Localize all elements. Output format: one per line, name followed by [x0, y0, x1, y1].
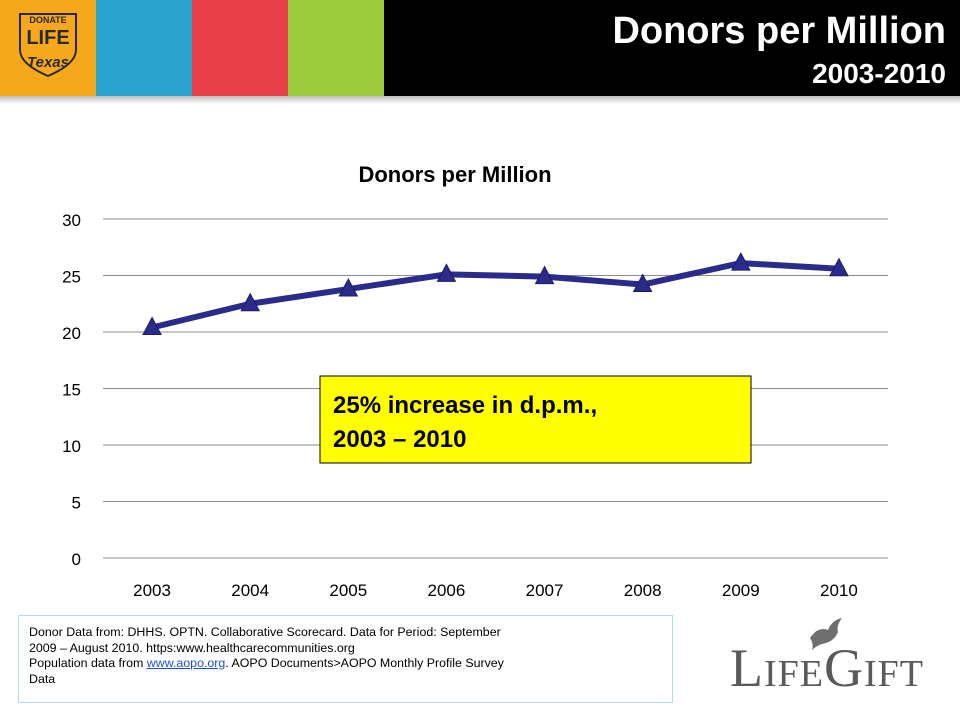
donate-life-logo-icon: [19, 13, 77, 78]
y-tick-label: 5: [72, 494, 81, 513]
logo-line1: DONATE: [29, 15, 67, 25]
series-layer: [142, 252, 849, 335]
header-shadow: [0, 96, 960, 104]
y-tick-label: 25: [62, 268, 81, 287]
y-tick-label: 0: [72, 550, 81, 569]
lifegift-l: L: [730, 638, 764, 698]
footnote-line2: 2009 – August 2010. https:www.healthcare…: [29, 640, 355, 655]
data-point-marker: [142, 316, 162, 335]
series-line: [149, 260, 842, 331]
chart-title: Donors per Million: [358, 162, 551, 187]
data-point-marker: [632, 273, 653, 293]
aopo-link[interactable]: www.aopo.org: [146, 656, 226, 670]
y-tick-label: 20: [62, 324, 81, 343]
x-tick-label: 2007: [526, 581, 564, 600]
footnote-line1: Donor Data from: DHHS. OPTN. Collaborati…: [29, 625, 501, 639]
dove-icon: [810, 618, 842, 650]
lifegift-ife: IFE: [764, 653, 824, 695]
x-tick-label: 2008: [624, 581, 662, 600]
header-color-block-teal: [96, 0, 192, 96]
footnote-line3-prefix: Population data from: [29, 656, 147, 670]
x-axis-ticks: 2003 2004 2005 2006 2007 2008 2009 2010: [133, 581, 858, 600]
donors-line-chart: Donors per Million 0 5 10 15 20 25 30 2003 2004…: [62, 162, 888, 600]
slide-subtitle: 2003-2010: [812, 58, 946, 89]
slide-title: Donors per Million: [612, 10, 946, 52]
x-tick-label: 2003: [133, 581, 171, 600]
x-tick-label: 2010: [820, 581, 858, 600]
x-tick-label: 2004: [231, 581, 269, 600]
footnote-line4: Data: [29, 671, 56, 686]
x-tick-label: 2005: [329, 581, 367, 600]
logo-line3: Texas: [27, 54, 69, 71]
lifegift-ift: IFT: [864, 653, 924, 695]
footnote-line3: Population data from www.aopo.org. AOPO …: [29, 656, 662, 672]
data-point-marker: [436, 263, 457, 282]
y-tick-label: 30: [62, 211, 81, 230]
annotation-background: [319, 375, 752, 464]
x-tick-label: 2006: [428, 581, 466, 600]
donate-life-texas-logo: DONATE LIFE Texas: [0, 0, 96, 96]
header-color-block-red: [192, 0, 288, 96]
data-point-marker: [338, 277, 359, 297]
data-point-marker: [534, 265, 555, 285]
annotation-box: 25% increase in d.p.m., 2003 – 2010: [319, 375, 752, 464]
lifegift-g: G: [824, 638, 864, 698]
data-point-marker: [730, 252, 751, 271]
data-point-marker: [240, 292, 261, 312]
x-tick-label: 2009: [722, 581, 760, 600]
data-point-marker: [829, 257, 849, 277]
footnote-line3-suffix: . AOPO Documents>AOPO Monthly Profile Su…: [225, 656, 504, 670]
lifegift-logo: LIFEGIFT: [730, 637, 924, 699]
annotation-line2: 2003 – 2010: [333, 426, 466, 453]
data-source-footnote: Donor Data from: DHHS. OPTN. Collaborati…: [18, 615, 673, 703]
y-tick-label: 10: [62, 437, 81, 456]
y-tick-label: 15: [62, 381, 81, 400]
header-color-block-lime: [288, 0, 384, 96]
logo-line2: LIFE: [26, 27, 70, 49]
y-axis-ticks: 0 5 10 15 20 25 30: [62, 211, 81, 569]
annotation-line1: 25% increase in d.p.m.,: [333, 392, 597, 419]
